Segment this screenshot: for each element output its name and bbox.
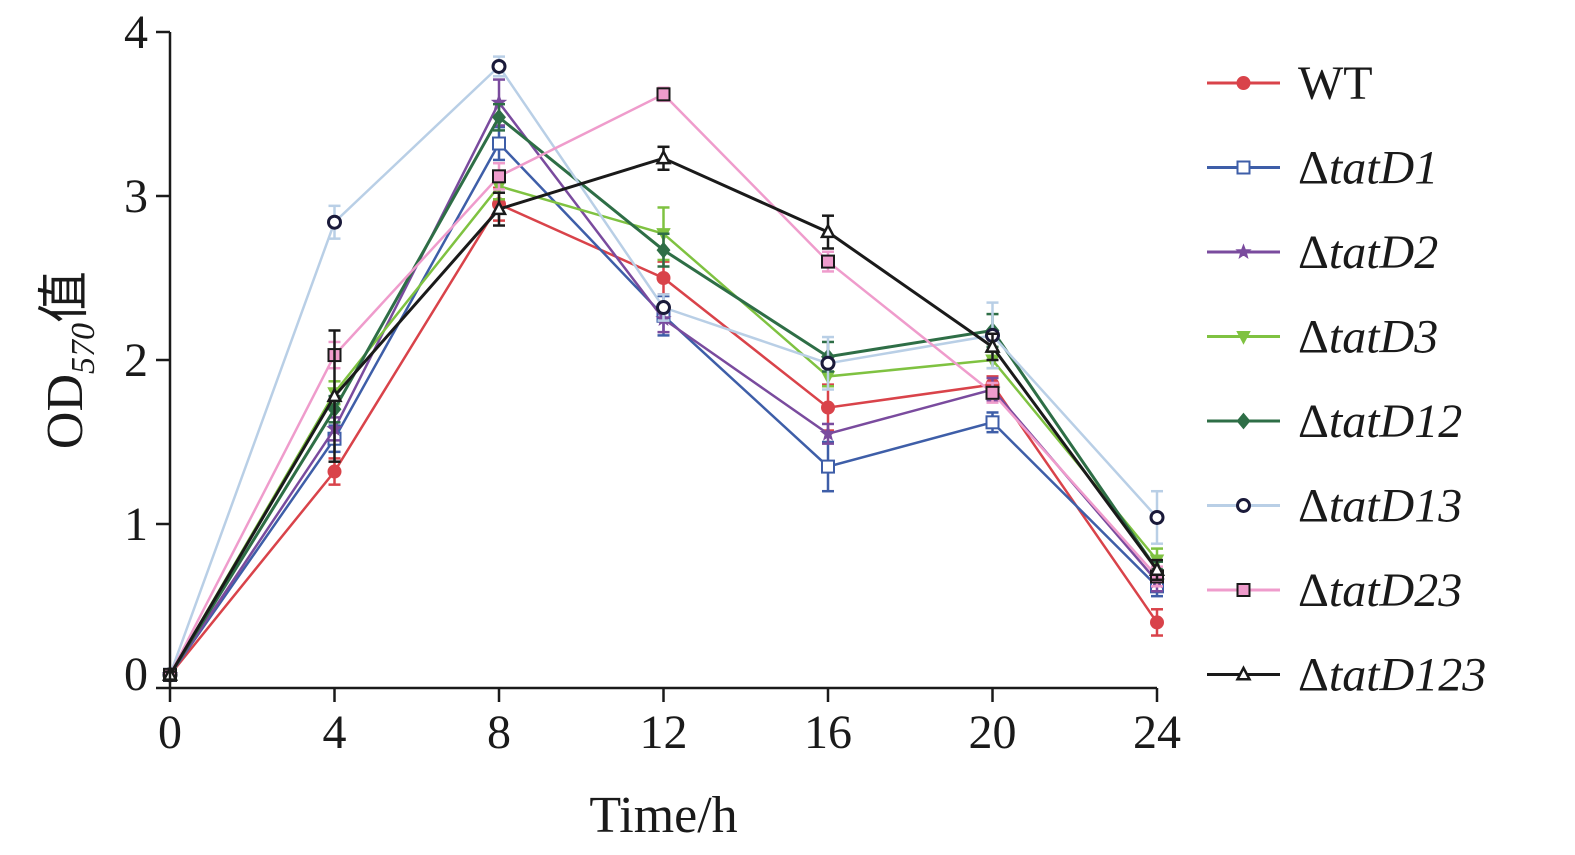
legend-item: ΔtatD13	[1207, 480, 1462, 533]
data-point	[656, 87, 671, 102]
data-point	[491, 58, 507, 74]
x-tick-label: 16	[804, 706, 852, 759]
legend-marker	[1236, 412, 1251, 430]
legend-label: ΔtatD23	[1298, 564, 1462, 617]
data-point	[656, 241, 671, 259]
legend-label: ΔtatD13	[1298, 480, 1462, 533]
y-tick-label: 0	[124, 648, 148, 701]
data-point	[984, 337, 1001, 353]
data-point	[492, 108, 506, 126]
legend-series-name: tatD12	[1329, 395, 1462, 448]
x-tick-label: 0	[158, 706, 182, 759]
legend: WTΔtatD1ΔtatD2ΔtatD3ΔtatD12ΔtatD13ΔtatD2…	[1207, 57, 1486, 702]
legend-item: ΔtatD23	[1207, 564, 1462, 617]
legend-delta: Δ	[1298, 226, 1329, 279]
legend-label: WT	[1298, 57, 1373, 110]
y-tick-label: 4	[124, 6, 148, 59]
data-point	[821, 400, 835, 415]
y-axis-title-suffix: 值	[35, 271, 95, 323]
data-point	[1148, 560, 1166, 576]
y-axis-title-subscript: 570	[65, 323, 102, 374]
y-tick-label: 2	[124, 334, 148, 387]
data-point	[1149, 509, 1165, 525]
legend-delta: Δ	[1298, 480, 1329, 533]
x-tick-label: 20	[969, 706, 1017, 759]
y-axis-title: OD570值	[35, 271, 102, 449]
legend-item: ΔtatD12	[1207, 395, 1462, 448]
legend-marker	[1235, 243, 1252, 259]
legend-item: ΔtatD2	[1207, 226, 1438, 279]
y-tick-label: 1	[124, 498, 148, 551]
legend-delta: Δ	[1298, 311, 1329, 364]
data-point	[326, 386, 343, 403]
legend-marker	[1235, 665, 1252, 681]
y-tick-label: 3	[124, 170, 148, 223]
legend-marker	[1236, 498, 1251, 513]
legend-item: ΔtatD3	[1207, 311, 1438, 364]
y-axis-ticks: 0 1 2 3 4	[124, 6, 170, 701]
y-axis-title-main: OD	[37, 374, 94, 449]
legend-delta: Δ	[1298, 395, 1329, 448]
legend-label: ΔtatD1	[1298, 142, 1438, 195]
data-point	[819, 425, 837, 441]
data-point	[820, 355, 836, 371]
legend-label: ΔtatD12	[1298, 395, 1462, 448]
legend-series-name: tatD23	[1329, 564, 1462, 617]
legend-marker	[1236, 76, 1251, 90]
legend-label: ΔtatD2	[1298, 226, 1438, 279]
data-point	[985, 385, 1000, 400]
data-point	[821, 459, 835, 474]
legend-series-name: tatD13	[1329, 480, 1462, 533]
x-tick-label: 24	[1133, 706, 1181, 759]
data-point	[492, 169, 506, 184]
legend-series-name: tatD1	[1329, 142, 1438, 195]
legend-marker	[1236, 330, 1251, 345]
x-axis-title: Time/h	[589, 787, 737, 844]
legend-label: ΔtatD3	[1298, 311, 1438, 364]
data-point	[656, 300, 671, 316]
legend-label: ΔtatD123	[1298, 649, 1486, 702]
legend-delta: Δ	[1298, 564, 1329, 617]
plot-area	[161, 55, 1166, 684]
data-point	[655, 148, 672, 165]
legend-series-name: tatD123	[1329, 649, 1486, 702]
legend-item: ΔtatD1	[1207, 142, 1438, 195]
legend-delta: Δ	[1298, 649, 1329, 702]
series-line-tatD23	[168, 92, 1158, 676]
legend-series-name: tatD3	[1329, 311, 1438, 364]
legend-marker	[1236, 160, 1251, 175]
series-line-tatD12	[168, 115, 1159, 676]
data-point	[985, 415, 1000, 430]
data-point	[327, 464, 342, 479]
legend-series-name: tatD2	[1329, 226, 1438, 279]
legend-item: WT	[1207, 57, 1373, 110]
data-point	[1150, 615, 1164, 630]
x-axis-ticks: 0 4 8 12 16 20 24	[158, 688, 1181, 759]
legend-item: ΔtatD123	[1207, 649, 1486, 702]
data-point	[490, 199, 508, 216]
data-point	[327, 214, 342, 230]
data-point	[656, 271, 671, 285]
x-tick-label: 4	[323, 706, 347, 759]
legend-series-name: WT	[1298, 57, 1373, 110]
data-point	[819, 222, 837, 239]
x-tick-label: 12	[640, 706, 688, 759]
data-point	[821, 254, 835, 269]
legend-marker	[1236, 583, 1251, 597]
data-point	[492, 136, 506, 151]
legend-delta: Δ	[1298, 142, 1329, 195]
x-tick-label: 8	[487, 706, 511, 759]
